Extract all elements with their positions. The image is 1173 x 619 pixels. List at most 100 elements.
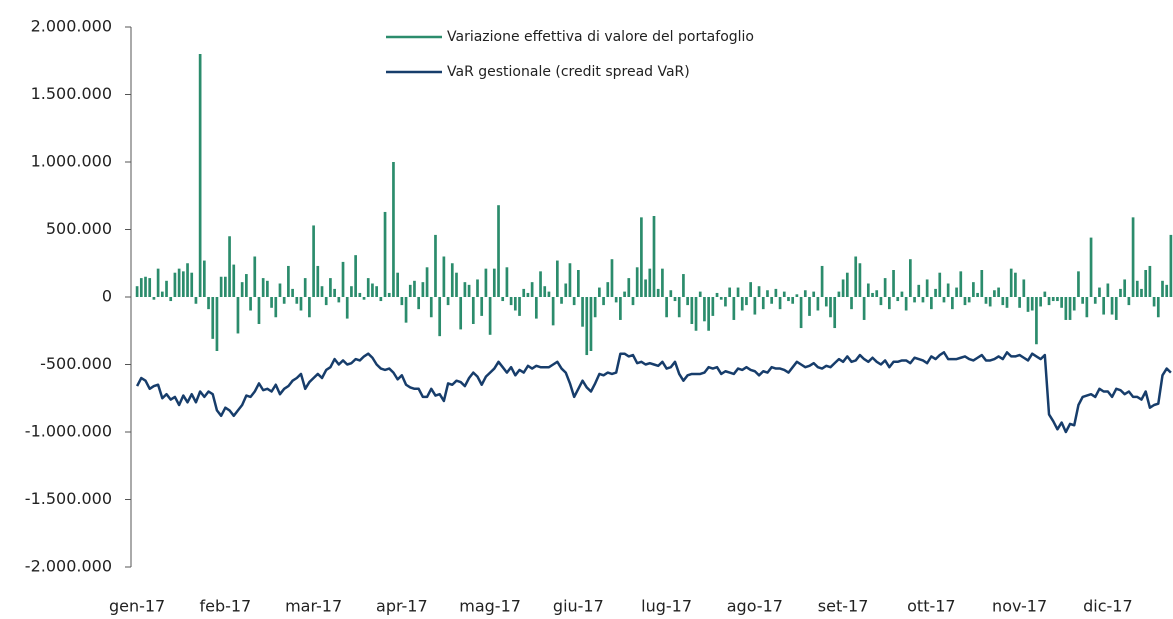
bar: [879, 297, 883, 306]
bar: [341, 261, 345, 297]
bar: [967, 297, 971, 303]
bar: [434, 234, 437, 297]
bar: [534, 297, 538, 319]
bar: [459, 297, 463, 330]
bar: [812, 291, 816, 297]
bar: [732, 297, 736, 320]
bar: [488, 297, 492, 335]
bar: [526, 292, 530, 297]
x-tick-label: lug-17: [641, 597, 692, 616]
bar: [1022, 279, 1026, 297]
bar: [787, 297, 790, 302]
bar: [1156, 297, 1160, 318]
legend-label: VaR gestionale (credit spread VaR): [447, 64, 690, 80]
bar: [371, 283, 374, 297]
bar: [1114, 297, 1118, 320]
bar: [160, 291, 164, 297]
bar: [375, 286, 378, 297]
bar: [694, 297, 698, 331]
bar: [854, 256, 858, 297]
bar: [909, 259, 912, 297]
y-tick-label: 1.000.000: [31, 152, 112, 171]
bar: [144, 276, 147, 297]
y-tick-label: -1.000.000: [25, 422, 112, 441]
bar: [934, 288, 937, 297]
bar: [875, 290, 879, 297]
bar: [719, 297, 723, 300]
bar: [505, 267, 509, 297]
bar: [623, 291, 626, 297]
bar: [194, 297, 198, 304]
bar: [728, 287, 731, 297]
y-tick-label: -500.000: [40, 354, 112, 373]
bar: [602, 297, 605, 306]
bar: [190, 272, 194, 297]
x-tick-label: feb-17: [199, 597, 251, 616]
bar: [236, 297, 240, 334]
bar: [177, 268, 181, 297]
bar: [450, 263, 454, 297]
bar: [669, 290, 673, 297]
bar: [724, 297, 727, 307]
bar: [745, 297, 748, 306]
bar: [261, 278, 265, 297]
bar: [429, 297, 433, 318]
bar: [963, 297, 967, 306]
bar: [320, 286, 324, 297]
x-tick-label: mar-17: [285, 597, 342, 616]
bar: [803, 290, 807, 297]
bar: [1135, 280, 1139, 297]
bar: [362, 297, 366, 300]
bar: [186, 263, 189, 297]
bar: [984, 297, 988, 304]
bar: [858, 263, 862, 297]
bar: [833, 297, 837, 329]
bar: [202, 260, 206, 297]
bar: [324, 297, 328, 306]
bar: [530, 282, 534, 297]
bar: [946, 283, 950, 297]
bar: [921, 297, 925, 303]
bar: [501, 297, 505, 302]
bar: [333, 288, 336, 297]
bar: [707, 297, 710, 331]
x-tick-label: giu-17: [553, 597, 604, 616]
bar: [480, 297, 484, 316]
x-tick-label: apr-17: [376, 597, 428, 616]
bar: [753, 297, 757, 315]
bar: [152, 297, 156, 300]
bar: [862, 297, 866, 320]
bar: [938, 272, 942, 297]
bar: [287, 265, 290, 297]
bar: [1152, 297, 1156, 307]
legend-label: Variazione effettiva di valore del porta…: [447, 29, 754, 45]
bar: [568, 263, 572, 297]
bar: [408, 284, 412, 297]
line: [135, 351, 1172, 434]
bar: [329, 278, 332, 297]
bar: [1165, 284, 1169, 297]
bar: [1035, 297, 1038, 345]
bar: [1064, 297, 1068, 320]
x-tick-label: ago-17: [727, 597, 783, 616]
bar: [619, 297, 622, 320]
bar: [976, 292, 979, 297]
bar: [442, 256, 446, 297]
x-tick-label: gen-17: [109, 597, 165, 616]
bar: [673, 297, 677, 302]
bar: [173, 272, 177, 297]
bar: [396, 272, 399, 297]
bar: [883, 278, 887, 297]
bar: [543, 286, 547, 297]
bar: [1072, 297, 1076, 311]
bar: [778, 297, 782, 310]
bar: [1131, 217, 1135, 297]
bar: [446, 297, 450, 306]
bar: [139, 278, 143, 297]
bar: [900, 291, 904, 297]
bar: [278, 283, 282, 297]
bar: [253, 256, 257, 297]
bar: [165, 280, 168, 297]
bar: [1060, 297, 1063, 308]
bar: [661, 268, 664, 297]
